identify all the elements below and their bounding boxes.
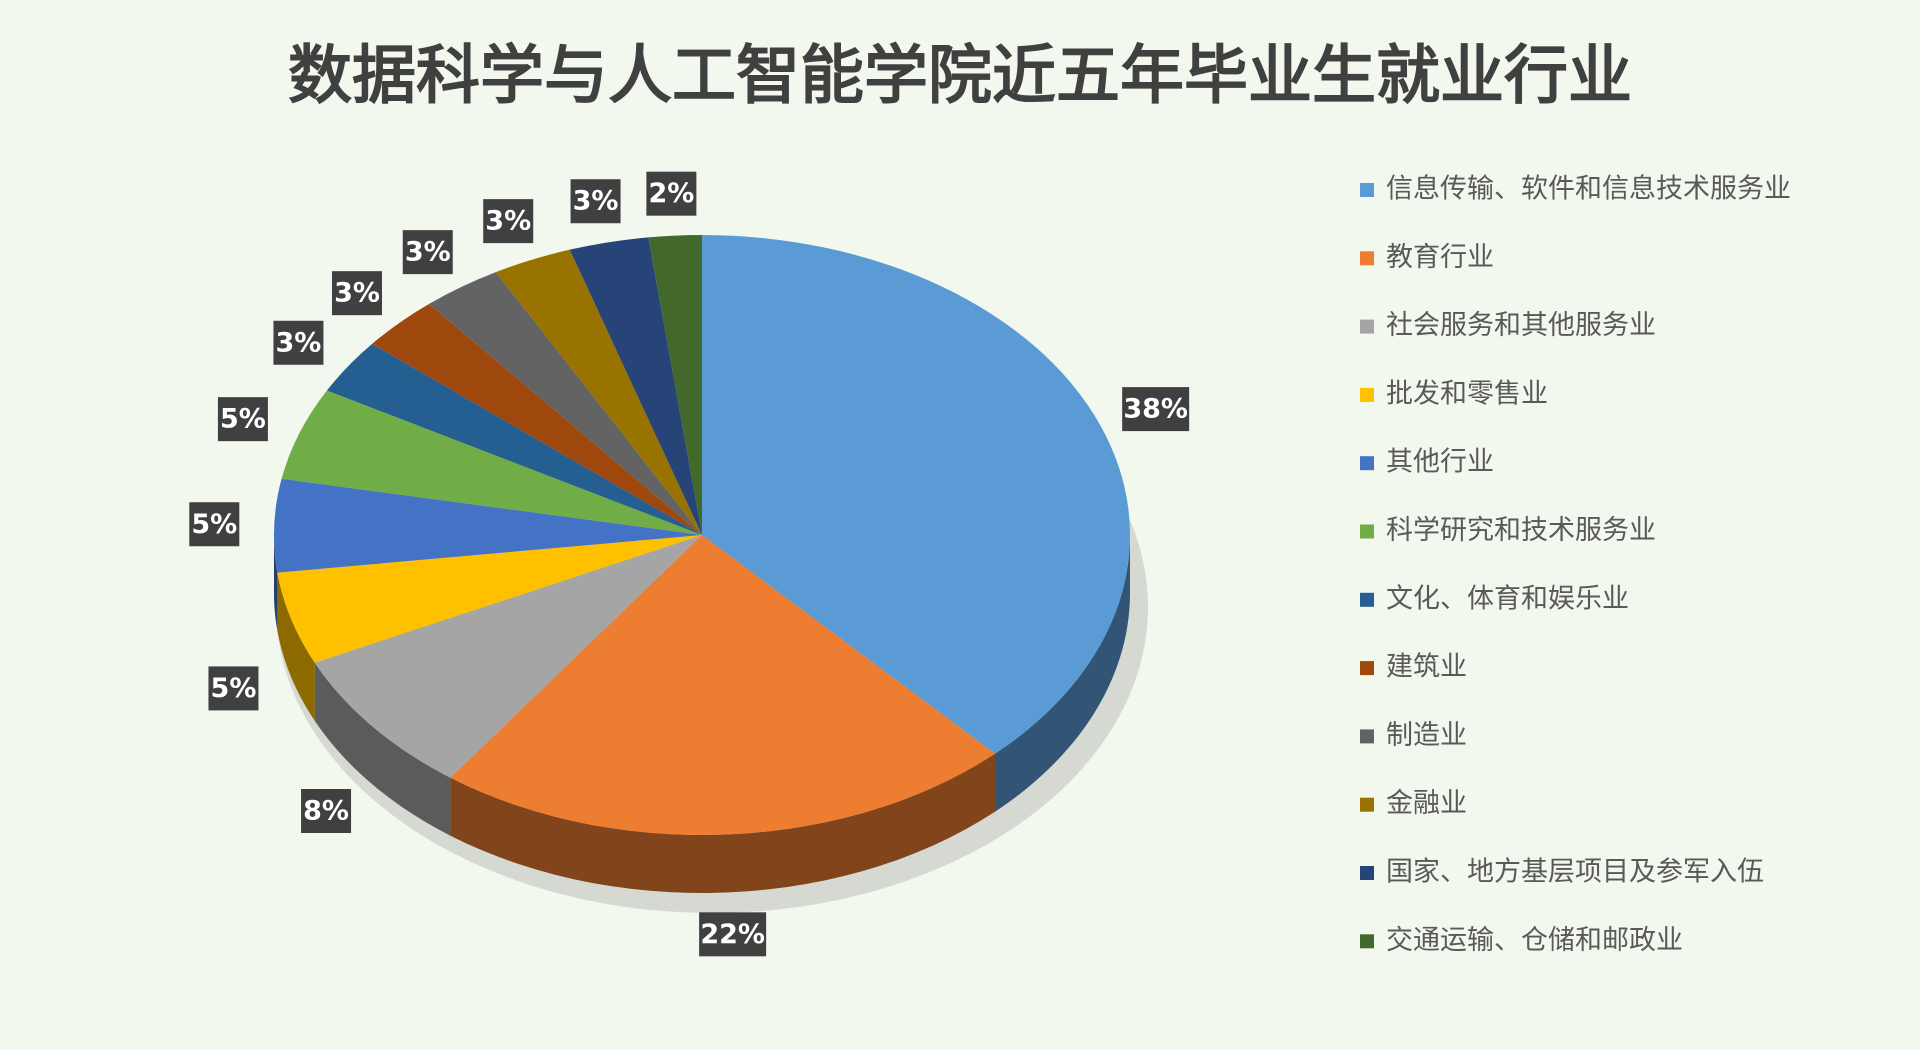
pie-slice <box>281 390 702 535</box>
slice-side <box>277 572 315 721</box>
legend-swatch <box>1360 661 1374 676</box>
legend-label: 文化、体育和娱乐业 <box>1386 583 1629 614</box>
pie-slice <box>702 235 1131 754</box>
legend-label: 其他行业 <box>1386 447 1494 478</box>
legend-label: 制造业 <box>1386 720 1467 751</box>
legend-swatch <box>1360 729 1374 744</box>
slice-side <box>450 753 995 893</box>
data-label-box <box>699 912 767 957</box>
data-label: 22% <box>700 919 765 950</box>
slice-side <box>274 535 278 631</box>
legend-label: 金融业 <box>1386 788 1467 819</box>
data-label: 38% <box>1123 394 1188 425</box>
legend-swatch <box>1360 183 1374 197</box>
data-label-box <box>331 271 382 316</box>
data-label-box <box>208 666 259 711</box>
chart-title: 数据科学与人工智能学院近五年毕业生就业行业 <box>288 40 1632 114</box>
legend-swatch <box>1360 592 1374 607</box>
legend-swatch <box>1360 456 1374 471</box>
legend-label: 教育行业 <box>1386 242 1494 273</box>
data-label: 3% <box>485 206 531 237</box>
data-label: 3% <box>573 186 619 217</box>
pie-slice <box>569 237 702 535</box>
legend-swatch <box>1360 319 1374 334</box>
legend-label: 科学研究和技术服务业 <box>1386 515 1656 546</box>
data-label-box <box>570 179 621 224</box>
data-label-box <box>273 320 324 365</box>
legend-label: 国家、地方基层项目及参军入伍 <box>1386 857 1764 888</box>
data-label-box <box>402 230 453 275</box>
pie-slice <box>648 235 702 535</box>
slice-side <box>994 535 1130 812</box>
data-label-box <box>217 397 268 442</box>
legend-label: 批发和零售业 <box>1386 378 1548 409</box>
data-label-box <box>646 171 697 216</box>
data-label: 5% <box>220 404 266 435</box>
data-label-box <box>483 199 534 244</box>
data-label: 8% <box>303 795 349 826</box>
legend-swatch <box>1360 934 1374 949</box>
legend-label: 交通运输、仓储和邮政业 <box>1386 925 1683 956</box>
pie-slice <box>495 249 702 535</box>
legend-swatch <box>1360 387 1374 402</box>
legend-swatch <box>1360 251 1374 266</box>
data-label: 3% <box>405 237 451 268</box>
pie-slice <box>277 535 702 663</box>
data-label-box <box>189 502 240 547</box>
pie-slice <box>372 303 702 535</box>
legend-swatch <box>1360 866 1374 880</box>
data-label: 5% <box>191 509 237 540</box>
data-label: 2% <box>648 178 694 209</box>
legend-label: 建筑业 <box>1386 652 1467 683</box>
pie-slice <box>274 478 702 573</box>
slice-side <box>314 662 451 836</box>
legend-swatch <box>1360 524 1374 539</box>
data-label: 3% <box>276 327 322 358</box>
pie-slice <box>314 535 702 778</box>
legend-swatch <box>1360 797 1374 812</box>
data-label: 3% <box>334 278 380 309</box>
data-label-box <box>301 788 352 833</box>
data-label: 5% <box>211 673 257 704</box>
data-label-box <box>1122 387 1190 432</box>
pie-slice <box>326 343 702 535</box>
legend-label: 信息传输、软件和信息技术服务业 <box>1386 174 1791 205</box>
pie-slice <box>450 535 995 835</box>
pie-slice <box>429 272 702 535</box>
legend-label: 社会服务和其他服务业 <box>1386 310 1656 341</box>
